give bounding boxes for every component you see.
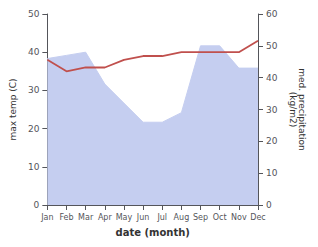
svg-text:May: May [116, 213, 133, 222]
svg-text:Aug: Aug [174, 213, 190, 222]
svg-text:10: 10 [266, 168, 278, 178]
svg-text:40: 40 [266, 73, 278, 83]
svg-text:Jun: Jun [136, 213, 150, 222]
svg-text:Jul: Jul [156, 213, 167, 222]
svg-text:0: 0 [34, 200, 40, 210]
svg-text:Apr: Apr [98, 213, 113, 222]
svg-text:10: 10 [28, 162, 40, 172]
svg-text:Jan: Jan [40, 213, 53, 222]
svg-text:50: 50 [266, 41, 278, 51]
svg-text:Mar: Mar [78, 213, 94, 222]
svg-text:Nov: Nov [231, 213, 247, 222]
svg-text:30: 30 [28, 85, 40, 95]
svg-text:40: 40 [28, 47, 40, 57]
svg-text:Oct: Oct [213, 213, 227, 222]
svg-text:30: 30 [266, 105, 278, 115]
svg-text:Sep: Sep [193, 213, 208, 222]
svg-text:60: 60 [266, 9, 278, 19]
svg-text:20: 20 [28, 124, 40, 134]
svg-text:med. precipitation: med. precipitation [296, 68, 307, 151]
svg-text:(kg/m2): (kg/m2) [288, 92, 298, 127]
svg-text:Dec: Dec [250, 213, 265, 222]
svg-text:max temp (C): max temp (C) [8, 78, 18, 140]
svg-text:50: 50 [28, 9, 40, 19]
svg-text:date (month): date (month) [115, 227, 189, 238]
svg-text:0: 0 [266, 200, 272, 210]
svg-text:20: 20 [266, 136, 278, 146]
svg-text:Feb: Feb [59, 213, 73, 222]
